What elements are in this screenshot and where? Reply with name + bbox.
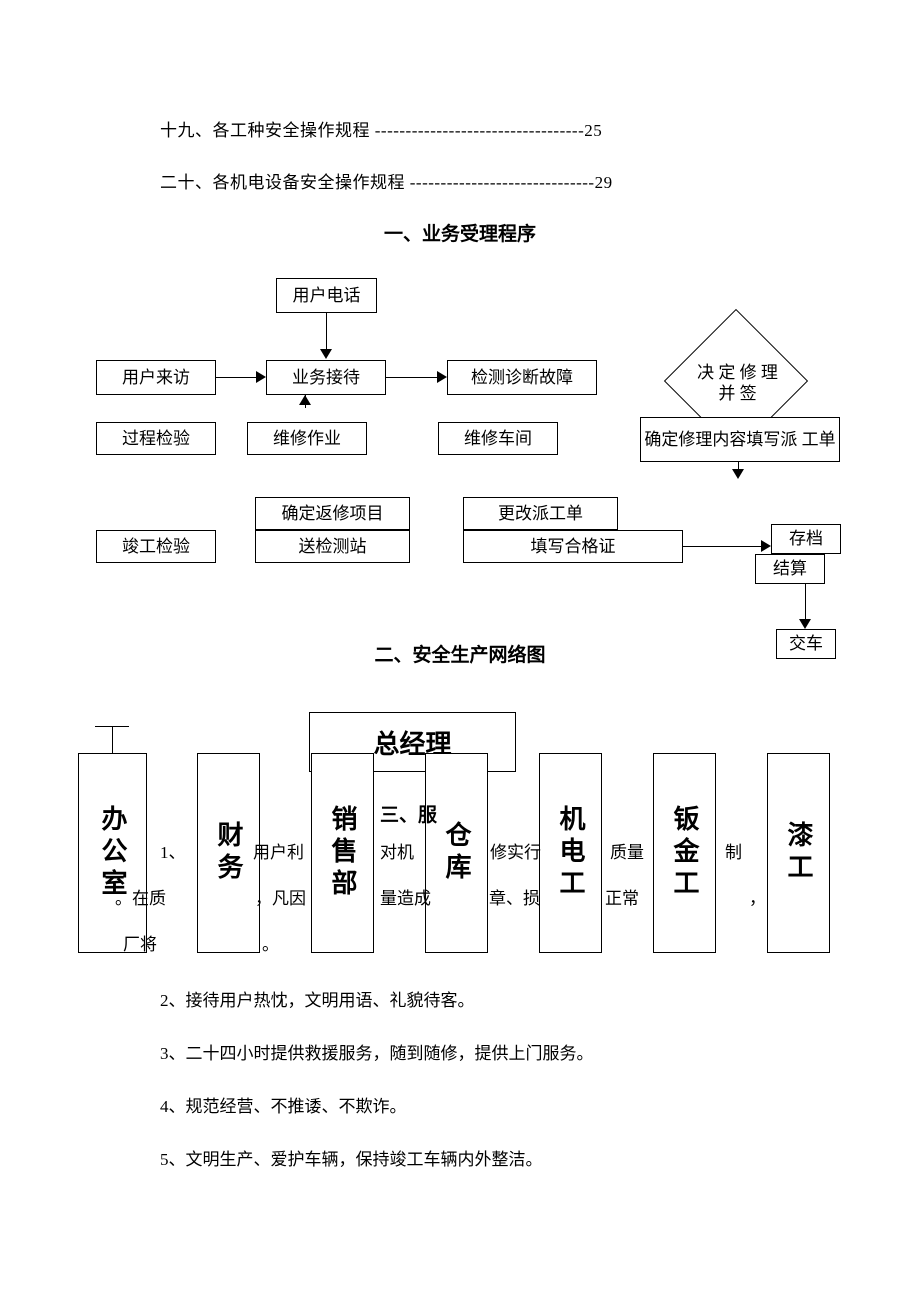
arrow-cert-right-head	[761, 540, 771, 552]
frag-1b: 用户利	[253, 831, 304, 875]
frag-1c: 对机	[380, 831, 414, 875]
arrow-reception-right	[386, 377, 437, 378]
dept-finance: 财务	[197, 753, 260, 953]
node-detect-fault: 检测诊断故障	[447, 360, 597, 395]
section3-partial-heading: 三、服	[380, 800, 437, 827]
arrow-phone-down-head	[320, 349, 332, 359]
node-user-phone: 用户电话	[276, 278, 377, 313]
node-repair-workshop: 维修车间	[438, 422, 558, 455]
node-user-visit: 用户来访	[96, 360, 216, 395]
section2-title: 二、安全生产网络图	[0, 640, 920, 667]
arrow-up-reception-head	[299, 395, 311, 405]
node-send-inspection: 送检测站	[255, 530, 410, 563]
node-archive: 存档	[771, 524, 841, 554]
arrow-visit-right-head	[256, 371, 266, 383]
sec3-line4: 2、接待用户热忱，文明用语、礼貌待客。	[160, 979, 475, 1023]
node-decide-label: 决 定 修 理 并 签	[695, 362, 780, 405]
arrow-phone-down	[326, 313, 327, 349]
frag-3a: 厂将	[123, 923, 157, 967]
dept-mech-elec: 机电工	[539, 753, 602, 953]
node-process-inspection: 过程检验	[96, 422, 216, 455]
frag-1a: 1、	[160, 831, 186, 875]
node-return-repair: 确定返修项目	[255, 497, 410, 530]
frag-2e: 正常	[605, 877, 639, 921]
arrow-reception-right-head	[437, 371, 447, 383]
toc-line-20: 二十、各机电设备安全操作规程 -------------------------…	[160, 168, 613, 193]
dangle-v	[112, 726, 113, 753]
node-repair-work: 维修作业	[247, 422, 367, 455]
frag-1f: 制	[725, 831, 742, 875]
node-settlement: 结算	[755, 554, 825, 584]
frag-2f: ，	[749, 877, 766, 921]
node-service-reception: 业务接待	[266, 360, 386, 395]
dept-sales: 销售部	[311, 753, 374, 953]
node-completion-inspection: 竣工检验	[96, 530, 216, 563]
node-fill-certificate: 填写合格证	[463, 530, 683, 563]
dept-painter: 漆工	[767, 753, 830, 953]
toc-line-19: 十九、各工种安全操作规程 ---------------------------…	[160, 116, 602, 141]
node-modify-dispatch: 更改派工单	[463, 497, 618, 530]
section1-title: 一、业务受理程序	[0, 219, 920, 246]
arrow-visit-right	[216, 377, 256, 378]
arrow-settle-down	[805, 584, 806, 619]
frag-1d: 修实行	[490, 831, 541, 875]
frag-1e: 质量	[610, 831, 644, 875]
arrow-cert-right	[683, 546, 761, 547]
sec3-line6: 4、规范经营、不推诿、不欺诈。	[160, 1085, 407, 1129]
frag-2a: 。在质	[115, 877, 166, 921]
frag-2d: 章、损	[489, 877, 540, 921]
arrow-diamond-down-head	[732, 469, 744, 479]
frag-3b: 。	[262, 923, 279, 967]
frag-2b: ，凡因	[255, 877, 306, 921]
sec3-line5: 3、二十四小时提供救援服务，随到随修，提供上门服务。	[160, 1032, 594, 1076]
node-fill-dispatch: 确定修理内容填写派 工单	[640, 417, 840, 462]
dept-sheet-metal: 钣金工	[653, 753, 716, 953]
dangle-h	[95, 726, 129, 727]
document-page: 十九、各工种安全操作规程 ---------------------------…	[0, 0, 920, 1302]
frag-2c: 量造成	[380, 877, 431, 921]
dept-warehouse: 仓库	[425, 753, 488, 953]
sec3-line7: 5、文明生产、爱护车辆，保持竣工车辆内外整洁。	[160, 1138, 543, 1182]
arrow-settle-down-head	[799, 619, 811, 629]
